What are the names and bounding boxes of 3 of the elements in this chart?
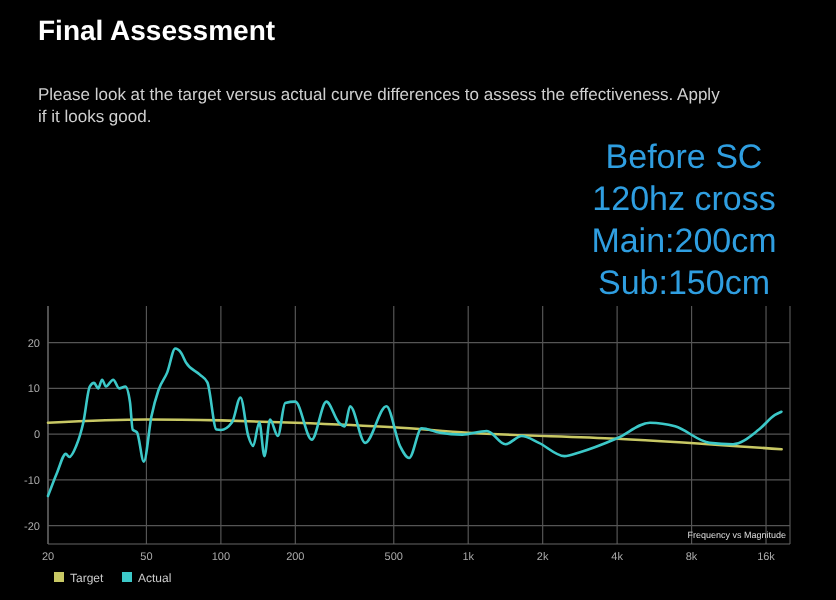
chart-subtitle: Please look at the target versus actual curve differences to assess the effectiveness. Apply if it looks good. — [38, 84, 722, 126]
chart-title: Final Assessment — [38, 14, 276, 46]
text: Before SC 120hz cross Main:200cm Sub:150cm — [591, 138, 777, 302]
